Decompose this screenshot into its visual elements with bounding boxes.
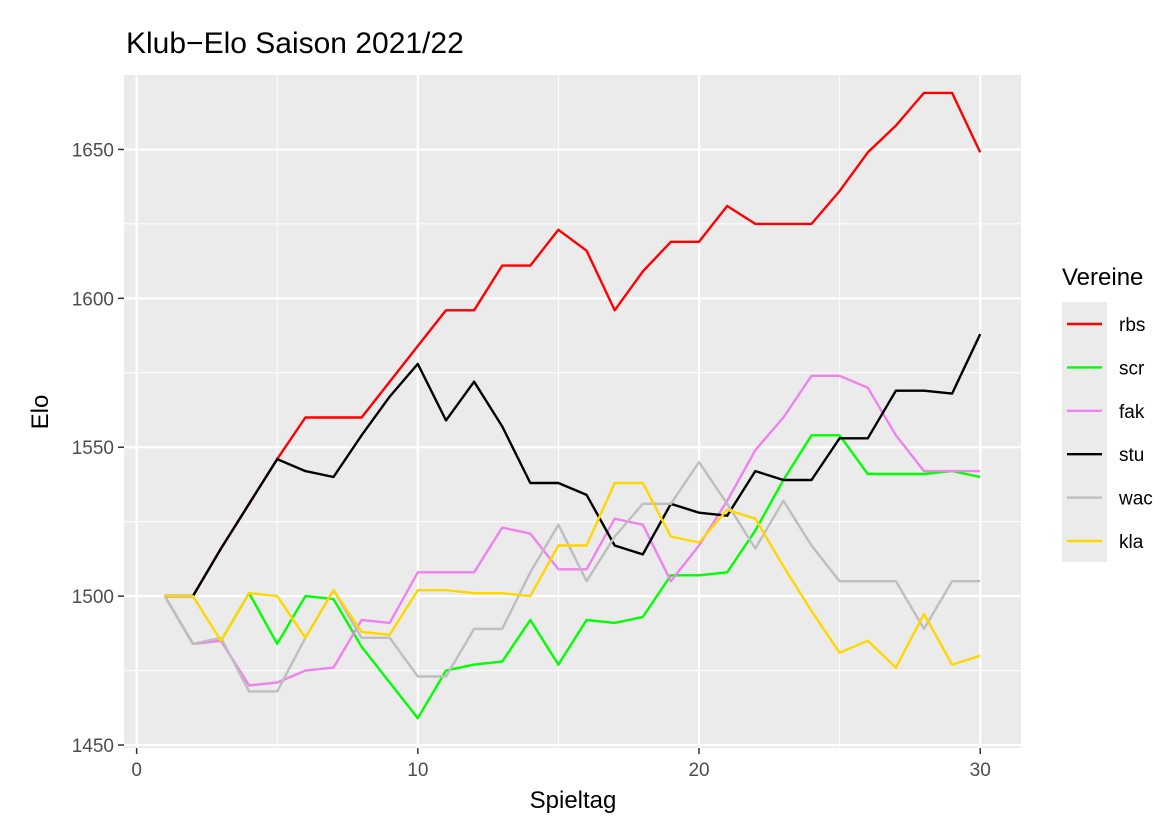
y-axis: 1450 1500 1550 1600 1650 <box>72 140 124 757</box>
minor-gridlines <box>124 75 1021 748</box>
legend-label-rbs: rbs <box>1119 315 1145 336</box>
y-tick-label: 1600 <box>72 289 114 310</box>
y-tick-label: 1450 <box>72 736 114 757</box>
series-line-stu <box>164 333 982 598</box>
series-line-rbs <box>164 91 982 598</box>
legend-label-fak: fak <box>1119 402 1145 423</box>
legend-title: Vereine <box>1062 264 1143 291</box>
legend-label-kla: kla <box>1119 532 1144 553</box>
x-tick-label: 30 <box>970 760 991 781</box>
legend-label-wac: wac <box>1118 489 1153 510</box>
series-line-kla <box>164 481 981 669</box>
chart-title: Klub−Elo Saison 2021/22 <box>126 27 464 60</box>
x-axis: 0 10 20 30 <box>131 748 991 781</box>
legend-label-scr: scr <box>1119 358 1145 379</box>
plot-panel <box>124 75 1021 748</box>
x-tick-label: 20 <box>688 760 709 781</box>
y-tick-label: 1550 <box>72 438 114 459</box>
legend-key-background <box>1062 302 1107 562</box>
y-axis-title: Elo <box>27 395 54 430</box>
series-lines <box>163 91 982 720</box>
major-gridlines <box>124 75 1021 748</box>
legend-label-stu: stu <box>1119 445 1144 466</box>
y-tick-label: 1650 <box>72 140 114 161</box>
x-tick-label: 10 <box>407 760 428 781</box>
x-axis-title: Spieltag <box>530 787 617 814</box>
series-line-wac <box>163 460 981 693</box>
series-line-fak <box>163 374 981 687</box>
y-tick-label: 1500 <box>72 587 114 608</box>
legend: Vereine rbs scr fak stu wac kla <box>1062 264 1153 562</box>
x-tick-label: 0 <box>131 760 142 781</box>
legend-items: rbs scr fak stu wac kla <box>1067 315 1153 553</box>
series-line-scr <box>163 434 981 720</box>
